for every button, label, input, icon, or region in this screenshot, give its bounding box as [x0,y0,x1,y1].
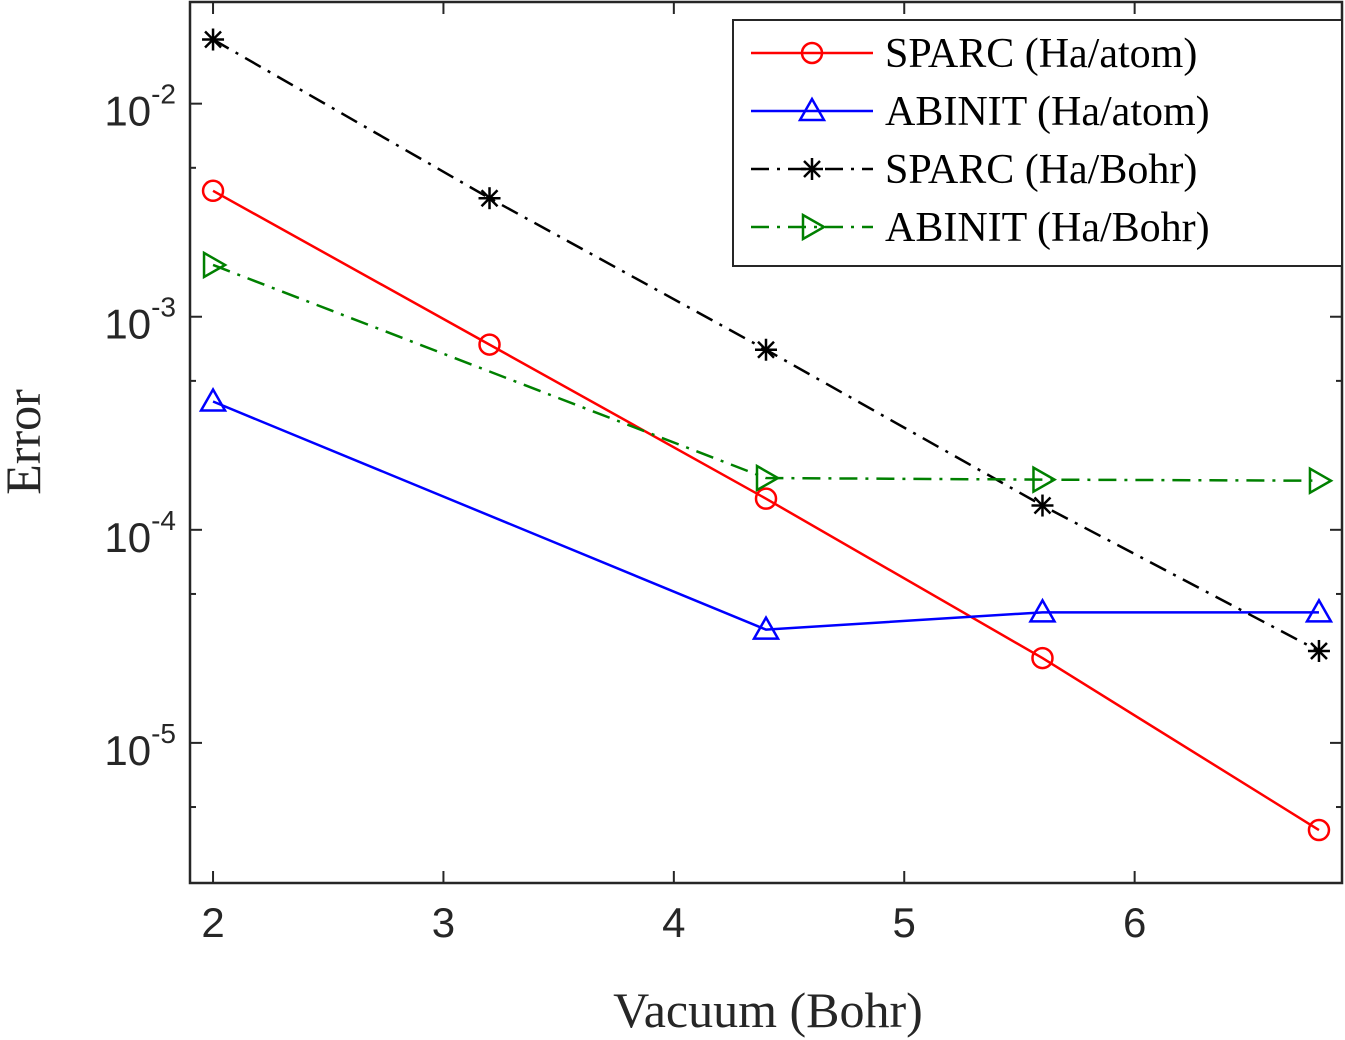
x-tick-label: 3 [432,899,455,946]
legend-box [732,19,1343,267]
series-0 [201,179,1331,842]
legend-marker [801,212,827,242]
data-point [478,333,501,356]
series-3 [202,250,1334,495]
data-point [202,250,228,280]
data-point [755,338,777,361]
data-point [201,179,225,203]
data-point [751,615,781,640]
data-point [1304,597,1334,623]
legend-entry: SPARC (Ha/atom) [751,31,1197,77]
x-tick-label: 6 [1123,899,1146,946]
data-point [1307,818,1331,842]
legend-label: ABINIT (Ha/Bohr) [885,205,1210,251]
series-line [212,189,1320,832]
data-point [1031,646,1054,670]
legend: SPARC (Ha/atom) ABINIT (Ha/atom) SPARC (Ha… [732,19,1343,267]
asterisk-stroke [1033,496,1052,515]
data-point [1028,597,1057,623]
legend-entry: ABINIT (Ha/Bohr) [751,205,1210,251]
x-tick-label: 4 [662,899,685,946]
legend-marker [801,158,823,180]
legend-entry: ABINIT (Ha/atom) [751,89,1210,135]
asterisk-stroke [1310,642,1328,660]
legend-marker [800,41,824,65]
asterisk-stroke [803,160,821,178]
data-point [202,28,225,51]
y-tick-label: 10-5 [104,718,176,774]
x-tick-label: 2 [201,899,224,946]
data-point [754,487,778,510]
legend-label: ABINIT (Ha/atom) [885,89,1210,135]
series-2 [202,28,1330,662]
y-axis-title: Error [0,389,51,495]
data-point [1031,494,1054,517]
x-axis-title: Vacuum (Bohr) [613,982,923,1038]
data-point [1308,466,1334,495]
legend-label: SPARC (Ha/atom) [885,31,1197,77]
legend-entry: SPARC (Ha/Bohr) [751,147,1197,193]
series-1 [198,387,1334,640]
data-point [198,387,228,412]
series-line [212,263,1319,482]
axes-box [188,0,1344,885]
data-point [1032,465,1057,494]
legend-marker [797,96,827,122]
data-point [478,187,501,210]
legend-label: SPARC (Ha/Bohr) [885,147,1197,193]
x-tick-label: 5 [893,899,916,946]
y-tick-label: 10-2 [104,79,176,135]
series-layer [198,28,1334,842]
y-tick-label: 10-3 [104,292,176,348]
y-tick-label: 10-4 [104,505,176,561]
series-line [212,400,1319,631]
data-point [1307,639,1330,662]
asterisk-stroke [204,30,222,49]
asterisk-stroke [480,189,499,208]
data-point [755,463,781,493]
asterisk-stroke [757,340,775,359]
